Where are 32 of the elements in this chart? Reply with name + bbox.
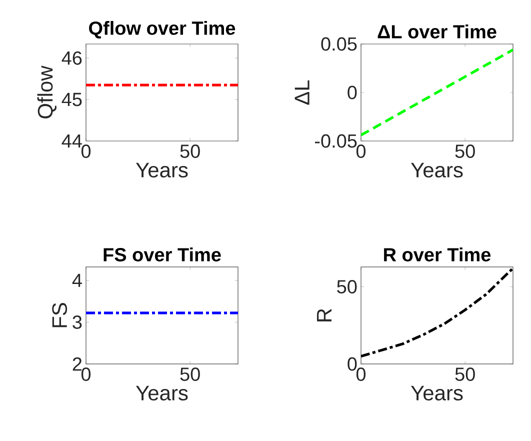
x-tick-label: 0: [356, 144, 366, 158]
y-tick-label: -0.05: [315, 134, 357, 148]
chart-title: ΔL over Time: [378, 24, 496, 38]
x-axis-title: Years: [136, 162, 188, 178]
y-tick-label: 0: [348, 357, 357, 371]
y-tick-label: 44: [62, 134, 82, 148]
y-tick-label: 4: [72, 274, 82, 287]
x-axis-title: Years: [410, 386, 463, 400]
y-axis-title: R: [317, 308, 332, 322]
y-tick-label: 46: [62, 51, 82, 65]
y-axis-title: ΔL: [294, 80, 310, 105]
x-tick-label: 50: [180, 368, 200, 381]
x-tick-label: 50: [180, 144, 200, 158]
chart-title: R over Time: [384, 247, 491, 262]
chart-title: FS over Time: [104, 248, 221, 262]
y-tick-label: 3: [72, 315, 82, 329]
x-tick-label: 0: [356, 368, 366, 381]
x-tick-label: 0: [81, 368, 91, 381]
y-tick-label: 0: [348, 86, 357, 100]
y-tick-label: 50: [337, 280, 357, 294]
x-axis-title: Years: [410, 162, 463, 178]
line-series: [361, 266, 513, 358]
x-axis-title: Years: [136, 386, 188, 400]
x-tick-label: 50: [455, 368, 475, 381]
y-tick-label: 45: [62, 92, 82, 106]
y-axis-title: FS: [52, 303, 68, 328]
y-tick-label: 0.05: [321, 37, 357, 51]
y-axis-title: Qflow: [37, 66, 56, 118]
x-tick-label: 50: [455, 144, 475, 158]
y-tick-label: 2: [72, 357, 82, 371]
x-tick-label: 0: [81, 144, 91, 158]
chart-title: Qflow over Time: [89, 20, 236, 38]
